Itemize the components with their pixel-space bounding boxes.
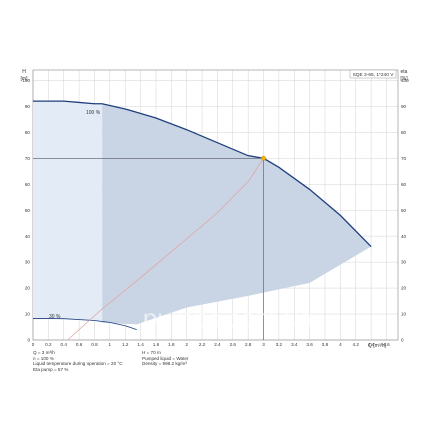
x-tick-label-7: 1.4 (137, 342, 144, 347)
x-tick-label-5: 1 (109, 342, 112, 347)
x-tick-label-18: 3.6 (306, 342, 313, 347)
y-right-tick-label-6: 60 (401, 182, 407, 187)
x-tick-label-13: 2.6 (230, 342, 237, 347)
x-tick-label-11: 2.2 (199, 342, 206, 347)
x-tick-label-2: 0.4 (61, 342, 68, 347)
efficiency-curve (67, 158, 264, 341)
x-tick-label-4: 0.8 (91, 342, 98, 347)
watermark: pumps.com.ua (143, 303, 314, 333)
y-right-tick-label-5: 50 (401, 208, 407, 213)
y-left-tick-label-8: 80 (25, 130, 31, 135)
info-temperature: Liquid temperature during operation = 20… (33, 361, 123, 367)
label-30-percent: 30 % (49, 314, 61, 320)
x-tick-label-16: 3.2 (276, 342, 283, 347)
x-tick-label-20: 4 (339, 342, 342, 347)
x-tick-label-22: 4.4 (368, 342, 375, 347)
axes: 0 0.2 0.4 0.6 0.8 1 1.2 1.4 1.6 1.8 2 2.2 2.4 2.6 2.8 3… (22, 78, 409, 347)
y-right-tick-label-8: 80 (401, 130, 407, 135)
x-tick-label-8: 1.6 (153, 342, 160, 347)
y-right-tick-label-10: 100 (401, 78, 409, 83)
x-tick-label-23: 4.6 (383, 342, 390, 347)
y-right-tick-label-7: 70 (401, 156, 407, 161)
duty-point-marker (261, 155, 266, 161)
info-liquid: Pumped liquid = Water (142, 355, 189, 361)
y-left-tick-label-5: 50 (25, 208, 31, 213)
x-tick-label-15: 3 (262, 342, 265, 347)
y-left-tick-label-0: 0 (27, 338, 30, 343)
y-left-unit-bottom: [m] (21, 76, 29, 82)
y-left-tick-label-7: 70 (25, 156, 31, 161)
x-tick-label-12: 2.4 (214, 342, 221, 347)
y-right-tick-label-4: 40 (401, 234, 407, 239)
info-head: H = 70 m (142, 350, 161, 355)
x-tick-label-3: 0.6 (76, 342, 83, 347)
y-right-tick-label-0: 0 (401, 338, 404, 343)
x-tick-label-17: 3.4 (291, 342, 298, 347)
info-left: Q = 3 m³/h n = 100 % Liquid temperature … (33, 350, 123, 372)
operating-range-area (102, 103, 372, 325)
y-left-tick-label-10: 100 (22, 78, 30, 83)
y-left-tick-label-3: 30 (25, 260, 31, 265)
model-label: SQE 3-65, 1*240 V (353, 72, 395, 78)
x-tick-label-19: 3.8 (322, 342, 329, 347)
y-left-tick-label-9: 90 (25, 104, 31, 109)
info-density: Density = 998.2 kg/m³ (142, 361, 187, 367)
y-left-unit-top: H (22, 69, 26, 75)
y-right-unit-bottom: [%] (400, 76, 408, 82)
info-flow: Q = 3 m³/h (33, 350, 55, 355)
operating-area (33, 101, 372, 325)
y-left-tick-label-2: 20 (25, 286, 31, 291)
x-tick-label-21: 4.2 (353, 342, 360, 347)
x-unit-label: Q [m³/h] (368, 343, 387, 349)
info-right: H = 70 m Pumped liquid = Water Density =… (142, 350, 188, 367)
x-tick-label-1: 0.2 (45, 342, 52, 347)
model-label-box (349, 69, 397, 79)
x-tick-label-6: 1.2 (122, 342, 129, 347)
info-speed: n = 100 % (33, 355, 54, 361)
y-left-tick-label-1: 10 (25, 312, 31, 317)
x-tick-label-10: 2 (185, 342, 188, 347)
y-left-tick-label-6: 60 (25, 182, 31, 187)
curve-30-percent (32, 318, 137, 330)
low-flow-area (33, 101, 103, 323)
y-right-tick-label-2: 20 (401, 286, 407, 291)
y-right-unit-top: eta (401, 69, 408, 75)
info-eta: Eta pump = 57 % (33, 366, 69, 372)
x-tick-label-0: 0 (32, 342, 35, 347)
y-left-tick-label-4: 40 (25, 234, 31, 239)
x-tick-label-14: 2.8 (245, 342, 252, 347)
y-right-tick-label-1: 10 (401, 312, 407, 317)
y-right-tick-label-3: 30 (401, 260, 407, 265)
y-right-tick-label-9: 90 (401, 104, 407, 109)
label-100-percent: 100 % (86, 110, 101, 116)
curve-100-percent (33, 100, 372, 247)
curves (32, 100, 372, 341)
x-tick-label-9: 1.8 (168, 342, 175, 347)
